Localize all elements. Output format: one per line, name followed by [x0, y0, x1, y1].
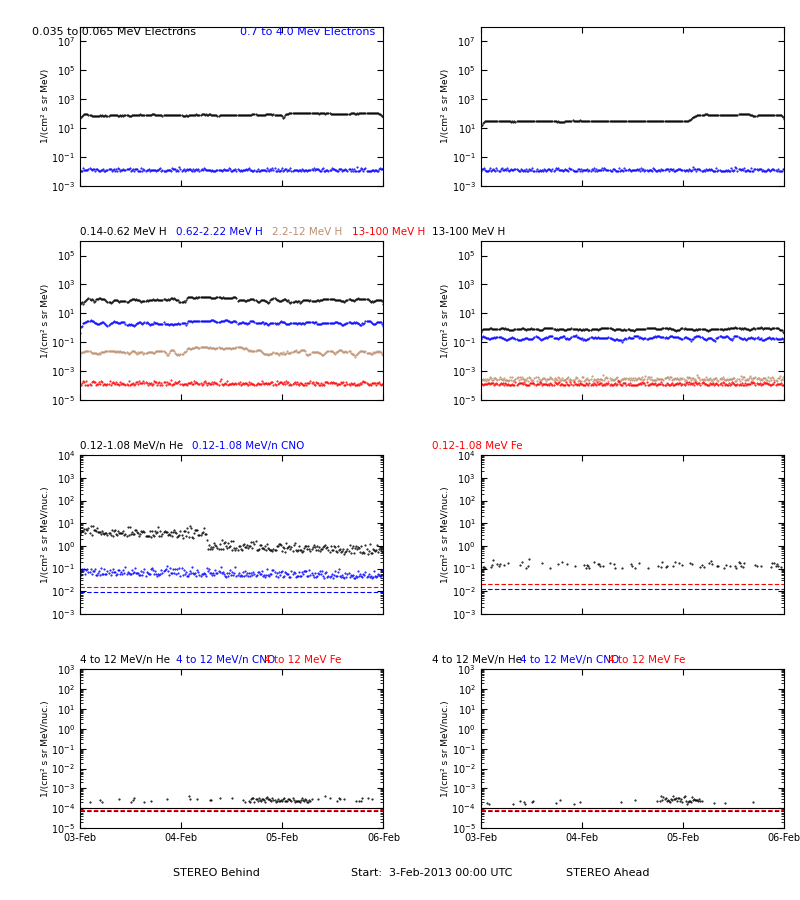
Text: 0.14-0.62 MeV H: 0.14-0.62 MeV H — [80, 227, 166, 237]
Text: 2.2-12 MeV H: 2.2-12 MeV H — [272, 227, 342, 237]
Y-axis label: 1/(cm² s sr MeV/nuc.): 1/(cm² s sr MeV/nuc.) — [441, 700, 450, 797]
Y-axis label: 1/(cm² s sr MeV): 1/(cm² s sr MeV) — [442, 69, 450, 143]
Text: 13-100 MeV H: 13-100 MeV H — [352, 227, 426, 237]
Text: Start:  3-Feb-2013 00:00 UTC: Start: 3-Feb-2013 00:00 UTC — [351, 868, 513, 878]
Text: 0.12-1.08 MeV Fe: 0.12-1.08 MeV Fe — [432, 441, 522, 451]
Text: 4 to 12 MeV Fe: 4 to 12 MeV Fe — [264, 655, 342, 665]
Text: 0.7 to 4.0 Mev Electrons: 0.7 to 4.0 Mev Electrons — [240, 27, 375, 37]
Text: 4 to 12 MeV/n CNO: 4 to 12 MeV/n CNO — [176, 655, 275, 665]
Text: STEREO Ahead: STEREO Ahead — [566, 868, 650, 878]
Text: STEREO Behind: STEREO Behind — [173, 868, 259, 878]
Y-axis label: 1/(cm² s sr MeV/nuc.): 1/(cm² s sr MeV/nuc.) — [41, 700, 50, 797]
Text: 0.12-1.08 MeV/n CNO: 0.12-1.08 MeV/n CNO — [192, 441, 304, 451]
Text: 4 to 12 MeV/n He: 4 to 12 MeV/n He — [432, 655, 522, 665]
Text: 13-100 MeV H: 13-100 MeV H — [432, 227, 506, 237]
Text: 4 to 12 MeV/n He: 4 to 12 MeV/n He — [80, 655, 170, 665]
Text: 4 to 12 MeV/n CNO: 4 to 12 MeV/n CNO — [520, 655, 619, 665]
Text: 0.12-1.08 MeV/n He: 0.12-1.08 MeV/n He — [80, 441, 183, 451]
Y-axis label: 1/(cm² s sr MeV/nuc.): 1/(cm² s sr MeV/nuc.) — [442, 486, 450, 583]
Y-axis label: 1/(cm² s sr MeV): 1/(cm² s sr MeV) — [41, 284, 50, 357]
Y-axis label: 1/(cm² s sr MeV): 1/(cm² s sr MeV) — [41, 69, 50, 143]
Text: 0.62-2.22 MeV H: 0.62-2.22 MeV H — [176, 227, 262, 237]
Text: 0.035 to 0.065 MeV Electrons: 0.035 to 0.065 MeV Electrons — [32, 27, 196, 37]
Y-axis label: 1/(cm² s sr MeV): 1/(cm² s sr MeV) — [442, 284, 450, 357]
Text: 4 to 12 MeV Fe: 4 to 12 MeV Fe — [608, 655, 686, 665]
Y-axis label: 1/(cm² s sr MeV/nuc.): 1/(cm² s sr MeV/nuc.) — [41, 486, 50, 583]
